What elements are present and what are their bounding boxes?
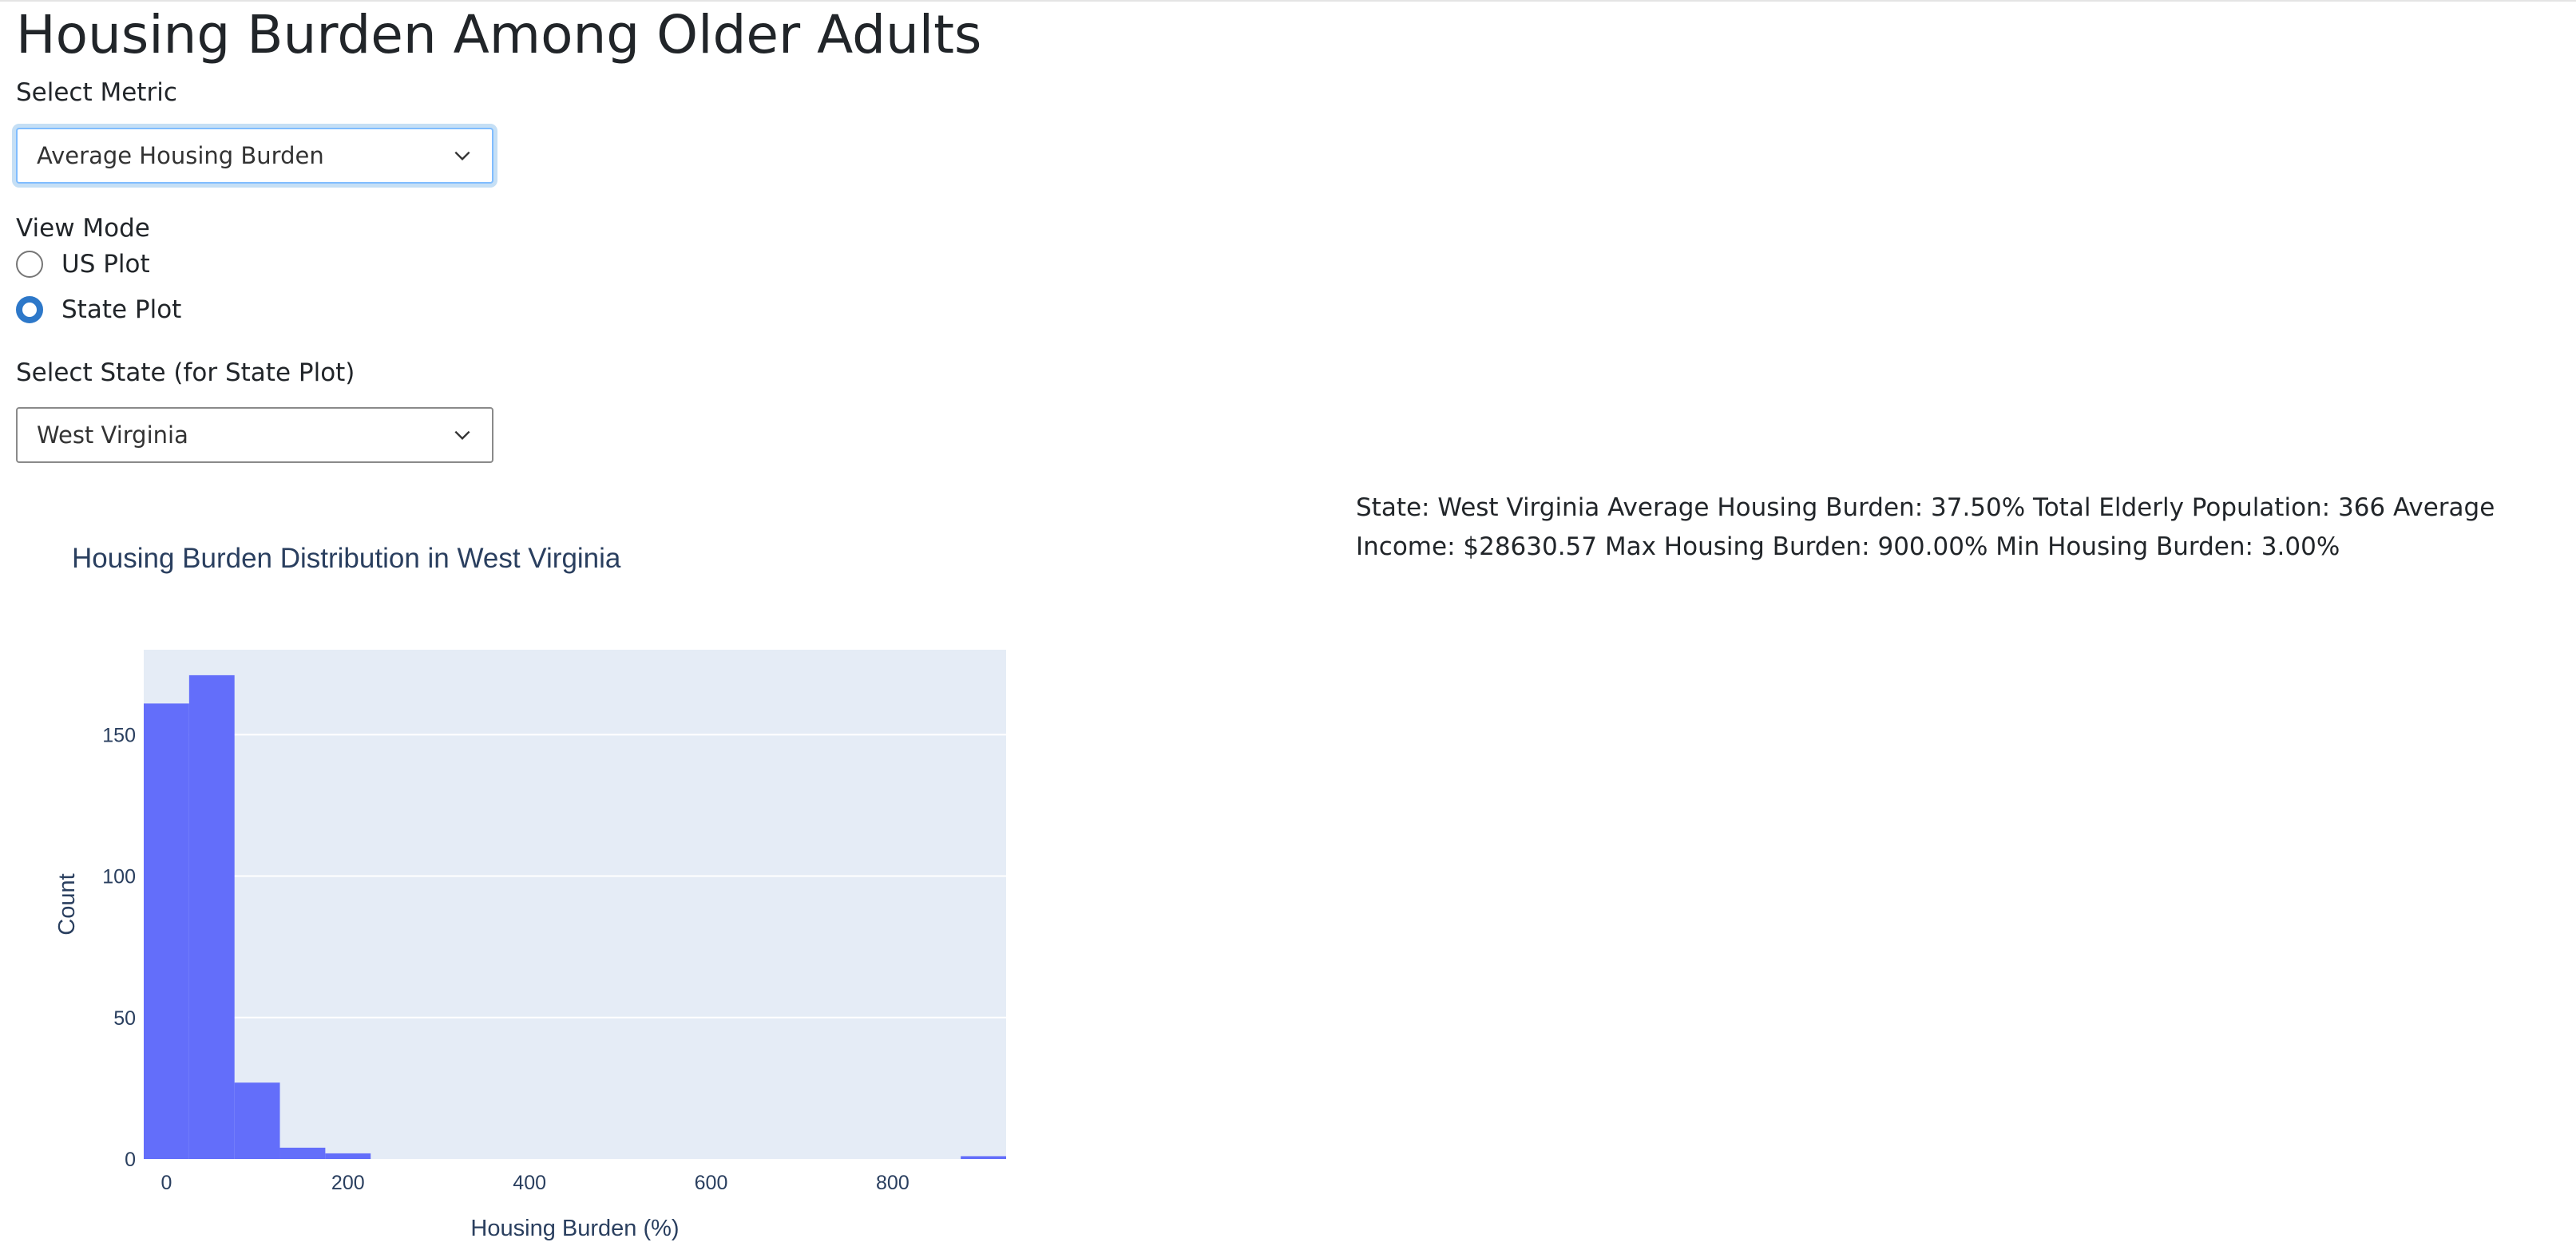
x-tick-label: 0 [161,1172,172,1194]
radio-state-plot[interactable]: State Plot [16,295,181,324]
chevron-down-icon [454,430,470,441]
radio-us-plot-label: US Plot [61,250,150,279]
metric-selected-value: Average Housing Burden [37,142,324,169]
histogram-bar[interactable] [325,1153,371,1159]
state-summary-text: State: West Virginia Average Housing Bur… [1356,493,2495,561]
x-tick-label: 400 [513,1172,546,1194]
histogram-bar[interactable] [279,1147,326,1159]
gridlines [144,734,1006,1019]
y-tick-label: 50 [113,1007,136,1030]
state-selected-value: West Virginia [37,421,188,449]
x-tick-label: 600 [695,1172,728,1194]
x-tick-label: 200 [331,1172,365,1194]
radio-button-checked[interactable] [16,296,43,323]
chevron-down-icon [454,151,470,161]
y-tick-label: 100 [102,866,136,888]
radio-state-plot-label: State Plot [61,295,182,324]
radio-us-plot[interactable]: US Plot [16,250,150,279]
chart-title: Housing Burden Distribution in West Virg… [72,543,621,574]
y-axis-label: Count [54,873,80,935]
histogram-bar[interactable] [188,674,235,1159]
histogram-chart[interactable]: Housing Burden Distribution in West Virg… [0,496,1038,1255]
histogram-bars[interactable] [144,674,1006,1159]
state-label: Select State (for State Plot) [16,358,355,387]
x-axis-label: Housing Burden (%) [470,1216,679,1241]
axis-ticks: 0 50 100 150 0 200 400 600 800 [102,724,909,1194]
metric-dropdown[interactable]: Average Housing Burden [16,128,493,184]
histogram-bar[interactable] [234,1082,280,1159]
state-dropdown[interactable]: West Virginia [16,407,493,463]
y-tick-label: 150 [102,724,136,746]
view-mode-label: View Mode [16,214,150,243]
page-title: Housing Burden Among Older Adults [16,4,982,65]
y-tick-label: 0 [125,1149,136,1171]
histogram-bar[interactable] [961,1156,1006,1159]
radio-button-unchecked[interactable] [16,251,43,278]
histogram-bar[interactable] [144,703,189,1159]
x-tick-label: 800 [876,1172,910,1194]
metric-label: Select Metric [16,78,177,107]
